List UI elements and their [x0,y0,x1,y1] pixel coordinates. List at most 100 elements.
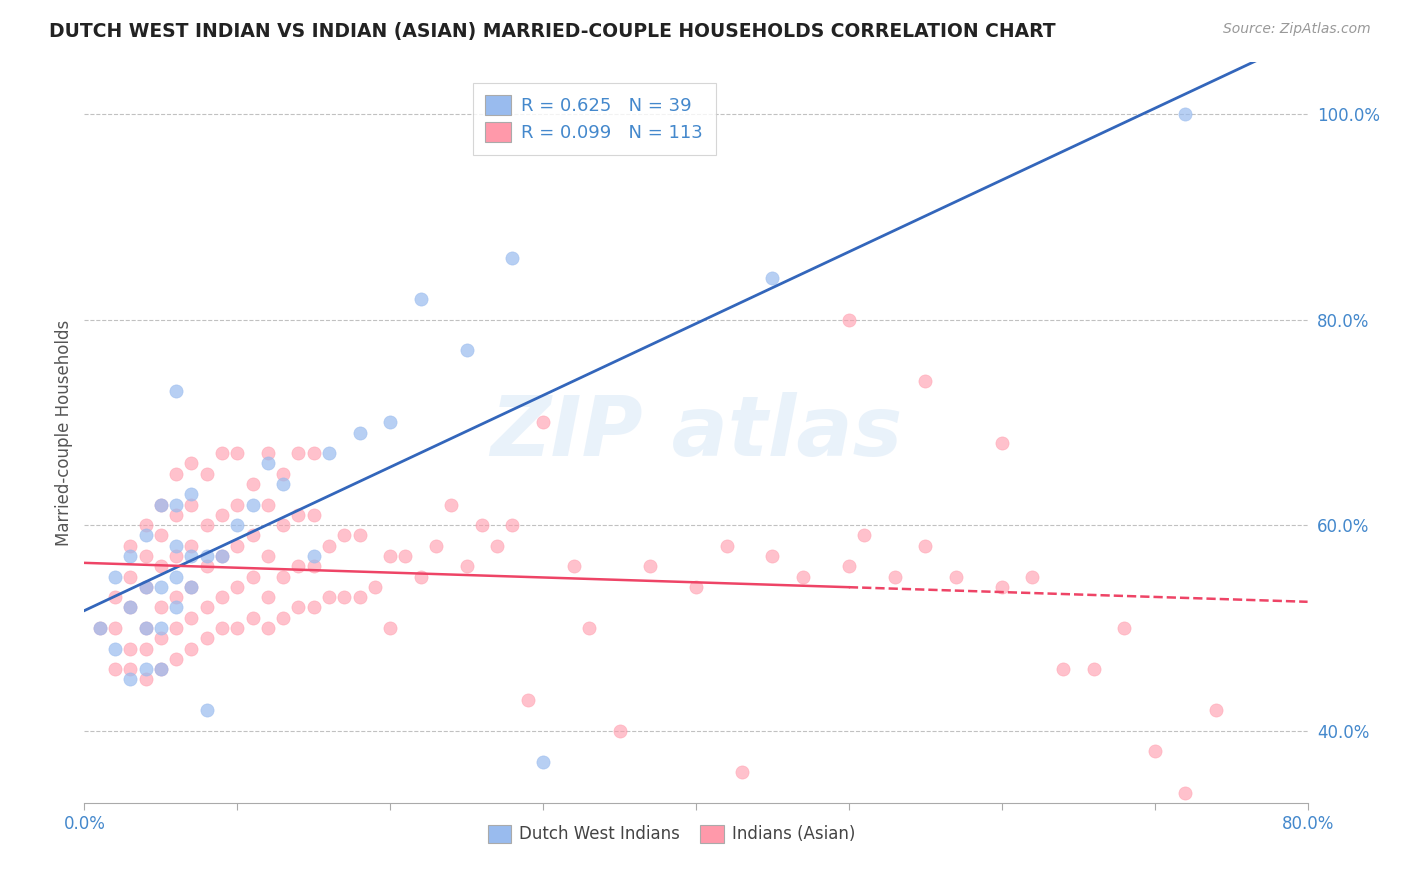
Point [287,559,309,574]
Point [242,610,264,624]
Point [257,498,280,512]
Point [165,498,187,512]
Point [271,477,294,491]
Point [135,518,157,533]
Point [226,518,249,533]
Point [531,755,554,769]
Point [302,600,325,615]
Point [180,580,202,594]
Point [1174,785,1197,799]
Point [135,621,157,635]
Point [471,518,494,533]
Point [257,446,280,460]
Point [638,559,661,574]
Point [333,590,356,604]
Point [257,457,280,471]
Point [195,518,218,533]
Point [149,662,172,676]
Point [120,662,142,676]
Point [120,600,142,615]
Point [364,580,387,594]
Point [165,549,187,563]
Point [180,641,202,656]
Point [195,703,218,717]
Point [135,549,157,563]
Point [562,559,585,574]
Point [104,662,127,676]
Point [165,467,187,481]
Point [165,569,187,583]
Point [195,467,218,481]
Point [120,673,142,687]
Point [226,446,249,460]
Point [1174,107,1197,121]
Point [211,446,233,460]
Point [180,610,202,624]
Point [531,415,554,429]
Point [226,498,249,512]
Point [271,518,294,533]
Point [1083,662,1105,676]
Point [302,508,325,522]
Point [165,621,187,635]
Point [149,600,172,615]
Point [211,549,233,563]
Point [195,549,218,563]
Legend: Dutch West Indians, Indians (Asian): Dutch West Indians, Indians (Asian) [481,818,862,850]
Point [271,467,294,481]
Point [380,621,402,635]
Point [180,580,202,594]
Text: ZIP atlas: ZIP atlas [489,392,903,473]
Point [165,539,187,553]
Point [180,457,202,471]
Point [991,436,1014,450]
Point [226,539,249,553]
Text: Source: ZipAtlas.com: Source: ZipAtlas.com [1223,22,1371,37]
Text: DUTCH WEST INDIAN VS INDIAN (ASIAN) MARRIED-COUPLE HOUSEHOLDS CORRELATION CHART: DUTCH WEST INDIAN VS INDIAN (ASIAN) MARR… [49,22,1056,41]
Point [914,374,936,388]
Point [257,590,280,604]
Point [242,498,264,512]
Point [180,549,202,563]
Point [440,498,463,512]
Point [287,508,309,522]
Point [165,508,187,522]
Point [1143,744,1166,758]
Point [180,539,202,553]
Point [685,580,707,594]
Point [149,498,172,512]
Point [271,610,294,624]
Point [838,559,860,574]
Point [89,621,111,635]
Point [302,446,325,460]
Point [165,590,187,604]
Point [120,641,142,656]
Point [945,569,967,583]
Point [349,590,371,604]
Point [211,621,233,635]
Point [425,539,447,553]
Point [135,662,157,676]
Point [226,621,249,635]
Y-axis label: Married-couple Households: Married-couple Households [55,319,73,546]
Point [242,477,264,491]
Point [456,559,478,574]
Point [195,632,218,646]
Point [149,662,172,676]
Point [180,498,202,512]
Point [257,549,280,563]
Point [609,723,631,738]
Point [135,580,157,594]
Point [761,271,783,285]
Point [1114,621,1136,635]
Point [302,549,325,563]
Point [318,539,340,553]
Point [578,621,600,635]
Point [104,569,127,583]
Point [731,764,754,779]
Point [104,641,127,656]
Point [349,425,371,440]
Point [716,539,738,553]
Point [380,549,402,563]
Point [165,600,187,615]
